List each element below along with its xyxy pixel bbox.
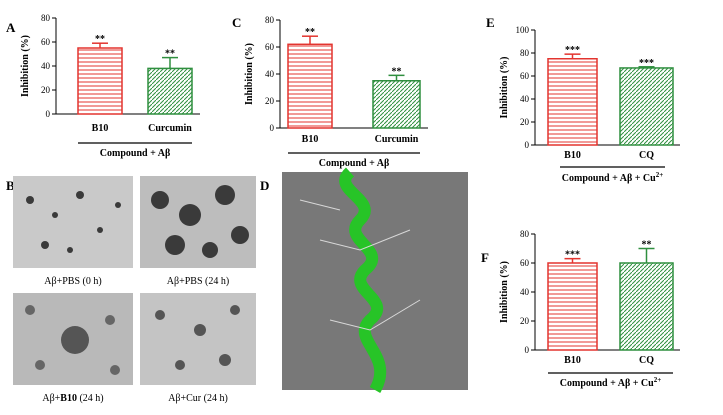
panel-label: E xyxy=(486,15,495,30)
error-bar xyxy=(638,66,655,68)
y-axis-label: Inhibition (%) xyxy=(20,35,31,97)
bar xyxy=(619,67,674,146)
significance: ** xyxy=(392,66,402,77)
caption-part: B10 xyxy=(60,393,77,404)
y-tick-label: 40 xyxy=(520,287,530,297)
group-label-text: Compound + Aβ xyxy=(100,148,170,159)
y-tick-label: 20 xyxy=(520,117,530,127)
x-tick-label: CQ xyxy=(639,150,654,161)
error-bar xyxy=(564,257,581,263)
error-bar xyxy=(564,53,581,59)
error-bar xyxy=(162,56,178,69)
group-label: Compound + Aβ + Cu2+ xyxy=(562,171,663,184)
y-tick-label: 20 xyxy=(41,85,51,95)
bar xyxy=(147,67,193,115)
panel-label: C xyxy=(232,15,241,30)
significance: ** xyxy=(95,34,105,45)
y-tick-label: 80 xyxy=(265,15,275,25)
group-label-text: Compound + Aβ + Cu xyxy=(562,173,656,184)
bar xyxy=(372,80,421,129)
y-tick-label: 0 xyxy=(270,123,275,133)
panel-label: B xyxy=(6,178,15,193)
error-bar xyxy=(388,74,405,81)
caption-part: (24 h) xyxy=(77,393,104,404)
x-tick-label: Curcumin xyxy=(375,134,419,145)
y-axis-label: Inhibition (%) xyxy=(499,261,510,323)
group-label-sup: 2+ xyxy=(656,171,664,179)
docking-image xyxy=(282,167,468,393)
bar xyxy=(547,262,598,351)
panel-label: F xyxy=(481,250,489,265)
y-tick-label: 40 xyxy=(265,69,275,79)
y-tick-label: 0 xyxy=(525,345,530,355)
y-tick-label: 80 xyxy=(520,229,530,239)
x-tick-label: B10 xyxy=(564,355,581,366)
y-tick-label: 40 xyxy=(41,61,51,71)
caption-part: Aβ+ xyxy=(42,393,60,404)
x-tick-label: Curcumin xyxy=(148,123,192,134)
group-label-text: Compound + Aβ + Cu xyxy=(560,378,654,389)
significance: ** xyxy=(305,27,315,38)
bar xyxy=(77,47,123,115)
panel-label: A xyxy=(6,20,16,35)
y-axis-label: Inhibition (%) xyxy=(244,43,255,105)
bar xyxy=(619,262,674,351)
y-tick-label: 100 xyxy=(516,25,530,35)
group-label: Compound + Aβ xyxy=(100,148,170,159)
caption: Aβ+B10 (24 h) xyxy=(42,393,103,404)
group-label: Compound + Aβ + Cu2+ xyxy=(560,376,661,389)
x-tick-label: CQ xyxy=(639,355,654,366)
panel-label: D xyxy=(260,178,269,193)
y-tick-label: 60 xyxy=(520,258,530,268)
y-tick-label: 80 xyxy=(41,13,51,23)
significance: *** xyxy=(565,45,580,56)
x-tick-label: B10 xyxy=(302,134,319,145)
y-tick-label: 40 xyxy=(520,94,530,104)
group-label-text: Compound + Aβ xyxy=(319,158,389,169)
bar xyxy=(547,58,598,146)
error-bar xyxy=(638,247,655,263)
y-tick-label: 60 xyxy=(265,42,275,52)
significance: *** xyxy=(639,58,654,69)
error-bar xyxy=(92,42,108,48)
y-tick-label: 20 xyxy=(265,96,275,106)
bar xyxy=(287,43,333,129)
caption: Aβ+PBS (0 h) xyxy=(44,276,101,287)
y-tick-label: 0 xyxy=(525,140,530,150)
caption: Aβ+Cur (24 h) xyxy=(168,393,228,404)
group-label: Compound + Aβ xyxy=(319,158,389,169)
x-tick-label: B10 xyxy=(92,123,109,134)
x-tick-label: B10 xyxy=(564,150,581,161)
y-tick-label: 60 xyxy=(520,71,530,81)
error-bar xyxy=(302,35,318,45)
y-tick-label: 0 xyxy=(46,109,51,119)
caption: Aβ+PBS (24 h) xyxy=(167,276,229,287)
y-tick-label: 20 xyxy=(520,316,530,326)
micrographs xyxy=(13,176,256,385)
y-tick-label: 60 xyxy=(41,37,51,47)
group-label-sup: 2+ xyxy=(654,376,662,384)
y-tick-label: 80 xyxy=(520,48,530,58)
significance: ** xyxy=(642,240,652,251)
significance: *** xyxy=(565,250,580,261)
y-axis-label: Inhibition (%) xyxy=(499,57,510,119)
significance: ** xyxy=(165,49,175,60)
